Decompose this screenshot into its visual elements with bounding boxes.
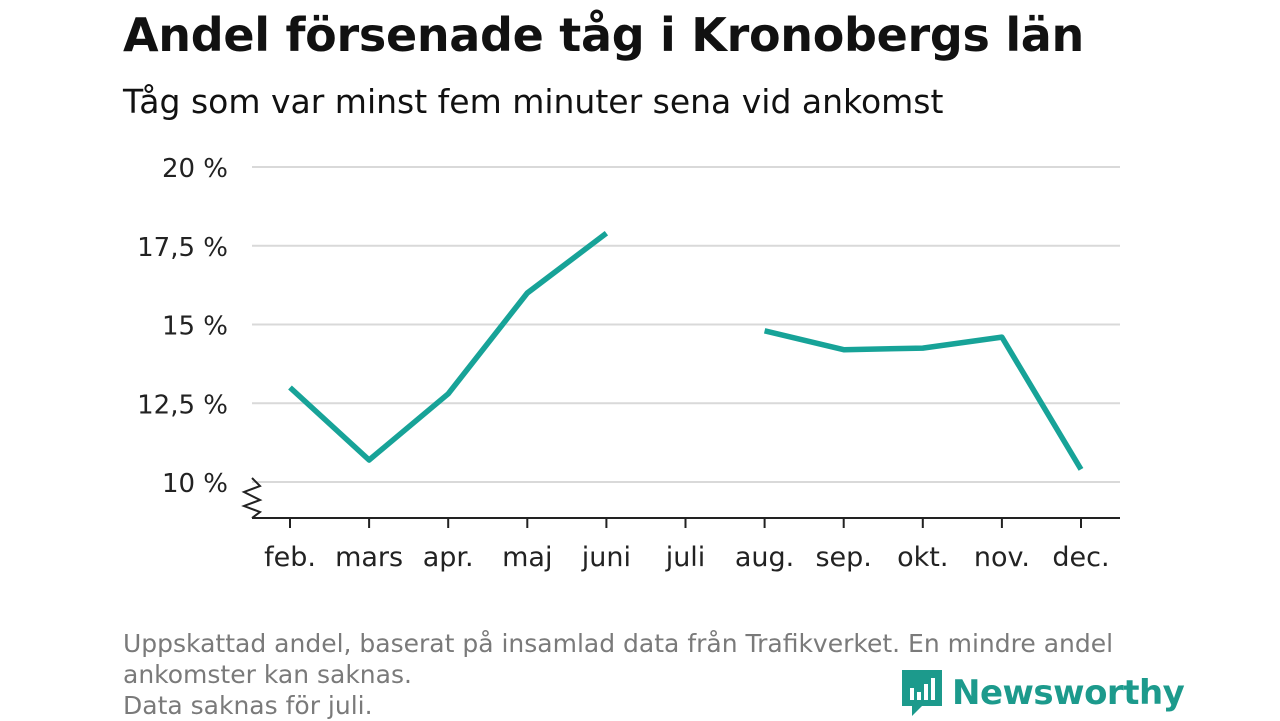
footnote-line-1: Uppskattad andel, baserat på insamlad da… — [123, 628, 1163, 659]
x-tick-label: mars — [335, 542, 403, 573]
x-tick-label: apr. — [423, 542, 474, 573]
x-tick-label: maj — [502, 542, 552, 573]
x-tick-label: dec. — [1052, 542, 1109, 573]
brand-name: Newsworthy — [952, 673, 1184, 713]
x-tick-label: aug. — [735, 542, 794, 573]
x-tick-label: sep. — [815, 542, 871, 573]
series-line-segment — [290, 233, 606, 460]
x-tick-label: nov. — [974, 542, 1030, 573]
newsworthy-logo-icon — [902, 670, 942, 716]
brand-logo: Newsworthy — [902, 670, 1184, 716]
series-line-segment — [765, 331, 1081, 470]
y-tick-label: 15 % — [162, 312, 228, 342]
y-tick-label: 10 % — [162, 469, 228, 499]
x-tick-label: juli — [665, 542, 706, 573]
x-tick-label: okt. — [897, 542, 948, 573]
x-tick-label: feb. — [264, 542, 316, 573]
line-chart: 10 % 12,5 % 15 % 17,5 % 20 % feb. mars apr. maj… — [0, 0, 1280, 620]
y-tick-label: 12,5 % — [137, 390, 228, 420]
x-tick-label: juni — [581, 542, 631, 573]
y-tick-label: 20 % — [162, 154, 228, 184]
y-tick-label: 17,5 % — [137, 233, 228, 263]
axis-break-symbol — [244, 478, 260, 518]
